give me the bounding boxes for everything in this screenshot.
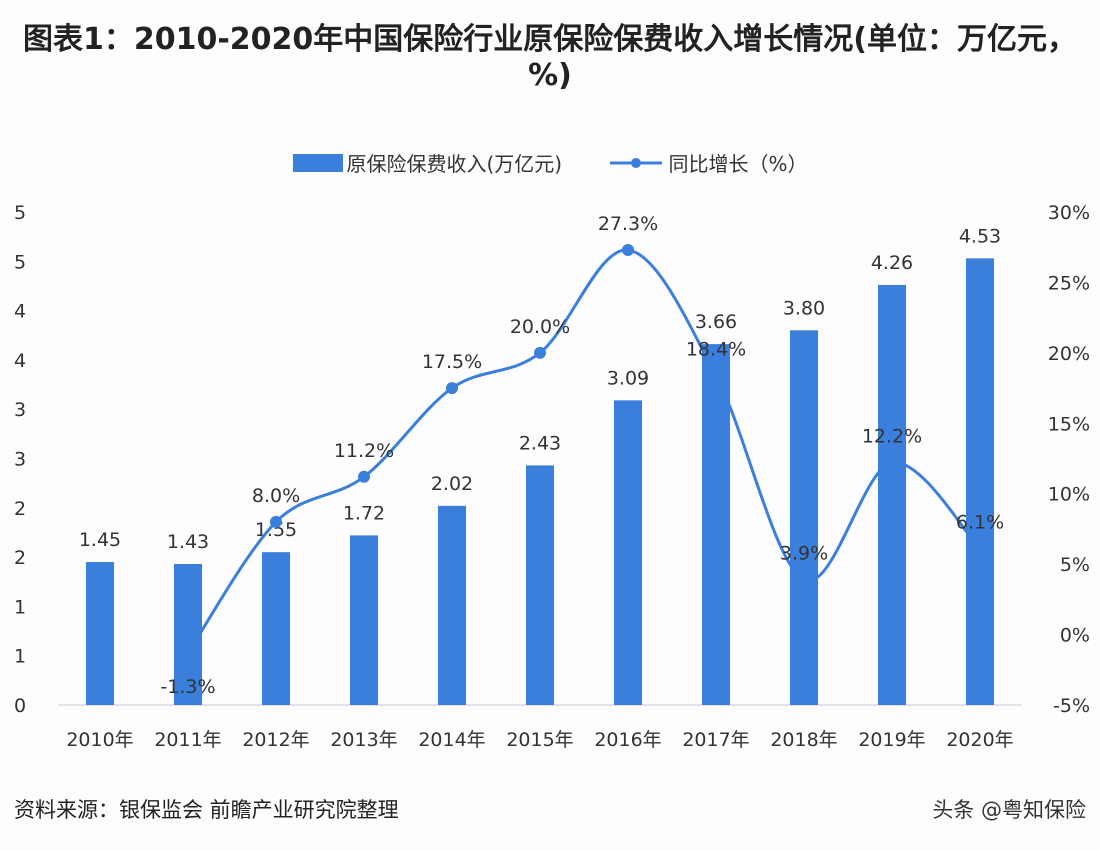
bar xyxy=(614,400,642,705)
legend-bar-label: 原保险保费收入(万亿元) xyxy=(346,152,563,176)
left-axis-tick-label: 4 xyxy=(14,350,26,372)
growth-point xyxy=(534,346,546,359)
watermark: 头条 @粤知保险 xyxy=(932,798,1086,822)
x-axis-tick-label: 2015年 xyxy=(506,729,573,751)
growth-point xyxy=(798,573,810,586)
bar xyxy=(438,505,466,705)
x-axis-tick-label: 2016年 xyxy=(594,729,661,751)
right-axis-tick-label: 10% xyxy=(1048,484,1090,506)
bar-data-label: 2.43 xyxy=(519,432,561,454)
growth-point xyxy=(182,646,194,659)
x-axis-tick-label: 2020年 xyxy=(946,729,1013,751)
right-axis-tick-label: 20% xyxy=(1048,343,1090,365)
legend-item-line: 同比增长（%） xyxy=(608,148,807,177)
growth-data-label: 12.2% xyxy=(862,426,922,448)
growth-line xyxy=(186,248,982,654)
legend: 原保险保费收入(万亿元) 同比增长（%） xyxy=(0,148,1100,177)
right-axis-tick-label: 0% xyxy=(1060,625,1090,647)
bar xyxy=(86,562,114,705)
growth-point xyxy=(446,382,458,395)
bar xyxy=(174,564,202,705)
legend-bar-swatch xyxy=(292,153,343,172)
bar-data-label: 1.45 xyxy=(79,529,121,551)
growth-point xyxy=(886,456,898,469)
legend-line-label: 同比增长（%） xyxy=(668,152,808,176)
bar xyxy=(966,258,994,705)
growth-data-label: 6.1% xyxy=(956,512,1004,534)
bar-data-label: 4.26 xyxy=(871,252,913,274)
growth-point xyxy=(358,470,370,483)
legend-item-bar: 原保险保费收入(万亿元) xyxy=(292,148,563,177)
left-axis-tick-label: 0 xyxy=(14,695,26,717)
x-axis-tick-label: 2014年 xyxy=(418,729,485,751)
growth-point xyxy=(710,369,722,382)
x-axis-tick-label: 2017年 xyxy=(682,729,749,751)
left-axis-tick-label: 5 xyxy=(14,251,26,273)
growth-point xyxy=(270,515,282,528)
growth-data-label: 11.2% xyxy=(334,440,394,462)
right-axis-tick-label: 25% xyxy=(1048,272,1090,294)
x-axis-tick-label: 2013年 xyxy=(330,729,397,751)
bar-data-label: 1.72 xyxy=(343,502,385,524)
growth-data-label: 20.0% xyxy=(510,316,570,338)
growth-point xyxy=(974,542,986,555)
bar xyxy=(702,344,730,705)
growth-data-label: 27.3% xyxy=(598,213,658,235)
left-axis-tick-label: 3 xyxy=(14,399,26,421)
right-axis-tick-label: 30% xyxy=(1048,202,1090,224)
x-axis-tick-label: 2018年 xyxy=(770,729,837,751)
growth-point xyxy=(622,244,634,257)
bar xyxy=(526,465,554,705)
growth-data-label: 18.4% xyxy=(686,338,746,360)
bar xyxy=(262,552,290,705)
left-axis-tick-label: 3 xyxy=(14,449,26,471)
bar-data-label: 3.09 xyxy=(607,367,649,389)
bar-data-label: 3.66 xyxy=(695,311,737,333)
x-axis-tick-label: 2010年 xyxy=(66,729,133,751)
right-axis-tick-label: -5% xyxy=(1053,695,1090,717)
bar-data-label: 4.53 xyxy=(959,225,1001,247)
growth-data-label: -1.3% xyxy=(160,676,215,698)
x-axis-tick-label: 2011年 xyxy=(154,729,221,751)
left-axis-tick-label: 1 xyxy=(14,596,26,618)
left-axis-tick-label: 5 xyxy=(14,202,26,224)
growth-data-label: 3.9% xyxy=(780,543,828,565)
growth-data-label: 17.5% xyxy=(422,351,482,373)
bar-data-label: 2.02 xyxy=(431,473,473,495)
x-axis-tick-label: 2019年 xyxy=(858,729,925,751)
bar-data-label: 3.80 xyxy=(783,297,825,319)
bar-data-label: 1.43 xyxy=(167,531,209,553)
left-axis-tick-label: 2 xyxy=(14,547,26,569)
left-axis-tick-label: 1 xyxy=(14,646,26,668)
right-axis-tick-label: 15% xyxy=(1048,413,1090,435)
bar xyxy=(790,330,818,705)
bar xyxy=(350,535,378,705)
left-axis-tick-label: 2 xyxy=(14,498,26,520)
growth-data-label: 8.0% xyxy=(252,485,300,507)
right-axis-tick-label: 5% xyxy=(1060,554,1090,576)
bar xyxy=(878,284,906,705)
x-axis-tick-label: 2012年 xyxy=(242,729,309,751)
left-axis-tick-label: 4 xyxy=(14,301,26,323)
legend-line-swatch xyxy=(610,157,663,168)
source-note: 资料来源：银保监会 前瞻产业研究院整理 xyxy=(14,798,399,822)
chart-title: 图表1：2010-2020年中国保险行业原保险保费收入增长情况(单位：万亿元，%… xyxy=(22,22,1078,93)
